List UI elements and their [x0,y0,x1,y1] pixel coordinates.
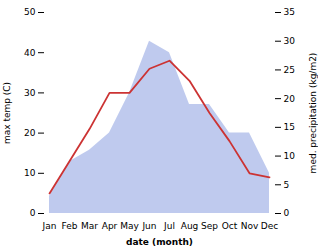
svg-text:30: 30 [284,36,296,46]
svg-text:Aug: Aug [181,221,199,231]
svg-text:0: 0 [30,208,36,218]
svg-text:date (month): date (month) [126,237,193,247]
svg-text:Dec: Dec [261,221,278,231]
svg-text:max temp (C): max temp (C) [2,82,12,144]
svg-text:Jun: Jun [141,221,156,231]
svg-text:May: May [120,221,139,231]
svg-text:Jul: Jul [163,221,175,231]
svg-text:Mar: Mar [81,221,98,231]
svg-text:10: 10 [284,151,296,161]
svg-text:Feb: Feb [62,221,78,231]
svg-text:35: 35 [284,7,295,17]
svg-text:10: 10 [24,168,36,178]
svg-text:15: 15 [284,122,295,132]
svg-text:5: 5 [284,180,290,190]
svg-text:20: 20 [24,128,36,138]
svg-text:Apr: Apr [102,221,118,231]
svg-text:20: 20 [284,94,296,104]
svg-text:30: 30 [24,88,36,98]
svg-text:Nov: Nov [241,221,259,231]
svg-text:Sep: Sep [201,221,218,231]
svg-text:Oct: Oct [222,221,238,231]
svg-text:50: 50 [24,7,36,17]
svg-text:0: 0 [284,208,290,218]
svg-text:25: 25 [284,65,295,75]
svg-text:40: 40 [24,48,36,58]
svg-text:med. precipitation (kg/m2): med. precipitation (kg/m2) [308,53,318,174]
svg-text:Jan: Jan [42,221,57,231]
